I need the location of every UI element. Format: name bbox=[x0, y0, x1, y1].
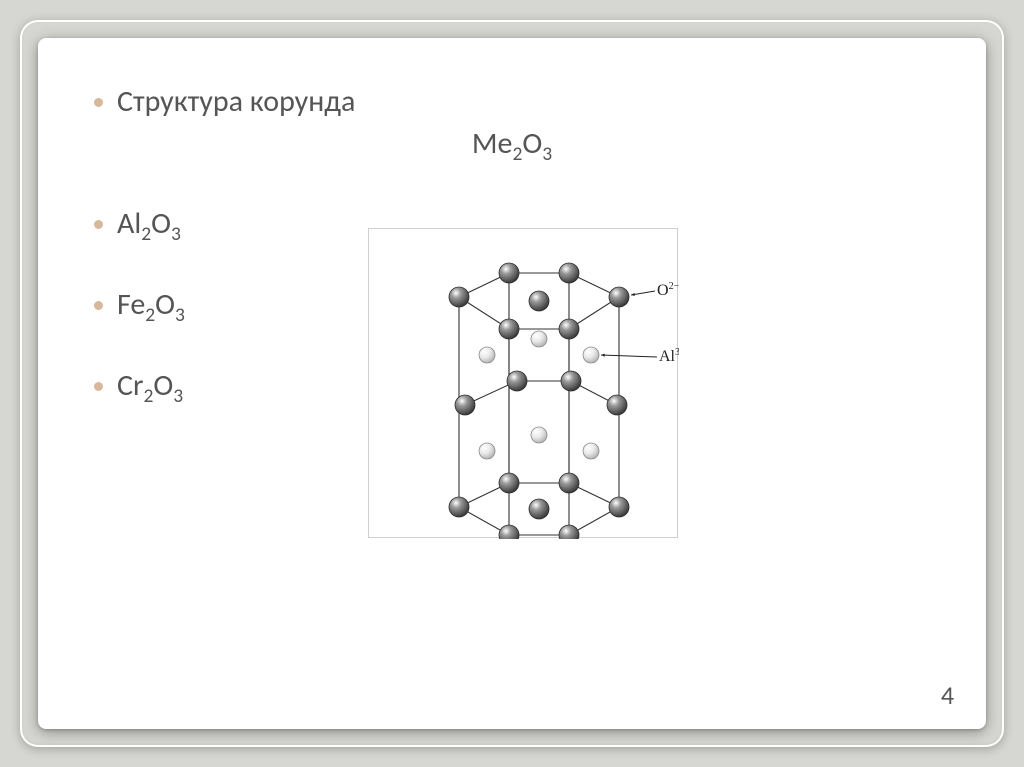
el: Al bbox=[117, 205, 141, 242]
el: Cr bbox=[117, 367, 143, 404]
bullet-formula: Al2O3 bbox=[117, 204, 181, 243]
bullet-formula: Cr2O3 bbox=[117, 366, 183, 405]
title-row: Структура корунда bbox=[94, 82, 930, 121]
el: O bbox=[153, 367, 173, 404]
el: O bbox=[151, 205, 171, 242]
el: O bbox=[155, 286, 175, 323]
svg-text:Al3+: Al3+ bbox=[659, 347, 679, 365]
bullet-formula: Fe2O3 bbox=[117, 285, 185, 324]
page-number: 4 bbox=[941, 679, 954, 711]
el: Fe bbox=[117, 286, 145, 323]
bullet-dot-icon bbox=[94, 301, 103, 310]
formula-base2: O bbox=[522, 125, 542, 162]
general-formula: Me2O3 bbox=[261, 125, 763, 162]
bullet-dot-icon bbox=[94, 382, 103, 391]
formula-sub2: 3 bbox=[542, 142, 552, 166]
sub: 2 bbox=[141, 222, 151, 246]
bullet-dot-icon bbox=[94, 98, 103, 107]
sub: 3 bbox=[171, 222, 181, 246]
slide-outer-frame: Структура корунда Me2O3 Al2O3 Fe2O3 Cr2O… bbox=[20, 20, 1004, 747]
sub: 2 bbox=[145, 303, 155, 327]
crystal-structure-diagram: O2− Al3+ bbox=[368, 228, 678, 538]
crystal-svg: O2− Al3+ bbox=[369, 229, 679, 539]
slide: Структура корунда Me2O3 Al2O3 Fe2O3 Cr2O… bbox=[38, 38, 986, 729]
formula-base1: Me bbox=[472, 125, 513, 162]
svg-text:O2−: O2− bbox=[657, 281, 679, 299]
sub: 2 bbox=[143, 384, 153, 408]
bullet-dot-icon bbox=[94, 220, 103, 229]
sub: 3 bbox=[173, 384, 183, 408]
formula-sub1: 2 bbox=[512, 142, 522, 166]
sub: 3 bbox=[175, 303, 185, 327]
title-text: Структура корунда bbox=[117, 82, 355, 121]
